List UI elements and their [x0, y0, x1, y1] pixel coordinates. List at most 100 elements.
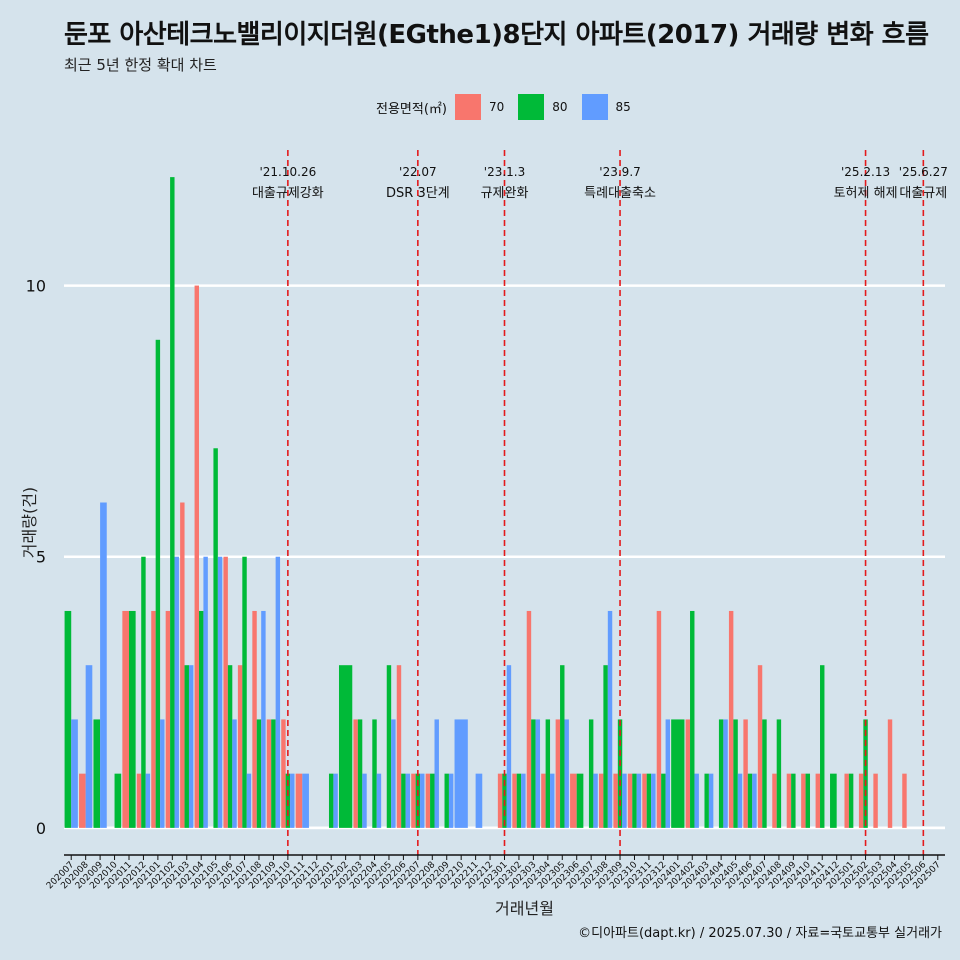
bar-70-202411	[815, 773, 821, 828]
bar-85-202206	[405, 773, 411, 828]
event-date-4: '25.2.13	[841, 165, 890, 179]
bar-70-202102	[165, 610, 171, 828]
bar-70-202109	[266, 719, 272, 828]
bar-70-202407	[757, 665, 763, 828]
bar-80-202206	[401, 773, 406, 828]
bar-70-202110	[281, 719, 286, 828]
bar-80-202101	[155, 339, 161, 828]
bar-80-202203	[357, 719, 363, 828]
legend-key-85	[581, 94, 608, 120]
legend-label-70: 70	[488, 100, 505, 114]
bar-80-202102	[170, 177, 175, 828]
bar-85-202108	[261, 610, 266, 828]
legend: 전용면적(㎡) 70 80 85	[376, 93, 645, 121]
event-name-2: 규제완화	[481, 186, 529, 201]
bar-85-202204	[376, 773, 382, 828]
bar-70-202206	[396, 665, 402, 828]
bar-70-202311	[642, 773, 647, 828]
bar-80-202204	[372, 719, 377, 828]
bar-85-202310	[636, 773, 642, 828]
bar-70-202208	[425, 773, 431, 828]
bar-70-202104	[194, 285, 199, 828]
bar-70-202409	[786, 773, 792, 828]
bar-70-202505	[902, 773, 907, 828]
event-date-3: '23.9.7	[599, 165, 640, 179]
bar-70-202406	[743, 719, 748, 828]
bar-85-202205	[391, 719, 396, 828]
bar-80-202304	[545, 719, 551, 828]
legend-key-80	[518, 94, 545, 120]
bar-85-202208	[434, 719, 439, 828]
bar-85-202103	[188, 665, 194, 828]
bar-70-202111	[295, 773, 303, 828]
event-layer: '21.10.26 대출규제강화 '22.07 DSR 3단계 '23.1.3 규제완화 '…	[252, 150, 948, 855]
bar-80-202308	[603, 665, 608, 828]
bar-80-202011	[128, 610, 136, 828]
bar-80-202108	[256, 719, 262, 828]
bar-70-202302	[512, 773, 517, 828]
bar-80-202410	[805, 773, 811, 828]
chart-subtitle: 최근 5년 한정 확대 차트	[64, 56, 217, 74]
bar-80-202305	[560, 665, 565, 828]
bar-85-202404	[723, 719, 728, 828]
legend-label-85: 85	[615, 100, 631, 114]
bar-70-202011	[122, 610, 129, 828]
bar-85-202305	[564, 719, 569, 828]
bar-80-202109	[271, 719, 276, 828]
bar-layer	[64, 177, 907, 828]
bar-70-202107	[237, 665, 243, 828]
bar-80-202302	[516, 773, 522, 828]
y-tick-label: 0	[36, 819, 46, 838]
bar-85-202109	[275, 556, 281, 828]
bar-70-202501	[844, 773, 849, 828]
bar-80-202412	[830, 773, 837, 828]
bar-80-202405	[733, 719, 738, 828]
bar-70-202103	[180, 502, 185, 828]
bar-80-202406	[747, 773, 753, 828]
bar-70-202309	[613, 773, 618, 828]
bar-85-202203	[362, 773, 367, 828]
bar-85-202309	[622, 773, 627, 828]
bar-80-202411	[820, 665, 825, 828]
event-date-2: '23.1.3	[484, 165, 525, 179]
event-date-1: '22.07	[399, 165, 437, 179]
event-name-0: 대출규제강화	[252, 186, 324, 201]
bar-85-202312	[665, 719, 671, 828]
bar-85-202403	[708, 773, 714, 828]
bar-70-202108	[252, 610, 257, 828]
bar-80-202409	[791, 773, 796, 828]
bar-70-202008	[79, 773, 86, 828]
bar-80-202401	[671, 719, 685, 828]
bar-70-202503	[873, 773, 878, 828]
bar-80-202007	[64, 610, 72, 828]
bar-70-202207	[411, 773, 416, 828]
bar-80-202208	[430, 773, 435, 828]
bar-80-202105	[213, 448, 218, 828]
bar-70-202408	[772, 773, 777, 828]
event-name-1: DSR 3단계	[386, 186, 450, 201]
bar-80-202404	[718, 719, 724, 828]
bar-80-202408	[776, 719, 782, 828]
bar-85-202111	[302, 773, 309, 828]
bar-70-202106	[223, 556, 228, 828]
bar-80-202107	[242, 556, 247, 828]
y-tick-label: 10	[26, 277, 46, 296]
x-axis-label: 거래년월	[495, 899, 554, 918]
bar-70-202312	[656, 610, 662, 828]
bar-85-202105	[217, 556, 223, 828]
bar-80-202306	[576, 773, 584, 828]
bar-80-202209	[444, 773, 449, 828]
bar-85-202301	[506, 665, 512, 828]
bar-70-202303	[526, 610, 532, 828]
bar-70-202101	[151, 610, 156, 828]
bar-85-202102	[174, 556, 179, 828]
bar-80-202103	[184, 665, 189, 828]
bar-85-202110	[290, 773, 295, 828]
bar-85-202308	[607, 610, 613, 828]
bar-70-202405	[728, 610, 734, 828]
bar-85-202106	[232, 719, 237, 828]
bar-70-202301	[497, 773, 503, 828]
bar-80-202310	[632, 773, 637, 828]
bar-85-202311	[651, 773, 656, 828]
